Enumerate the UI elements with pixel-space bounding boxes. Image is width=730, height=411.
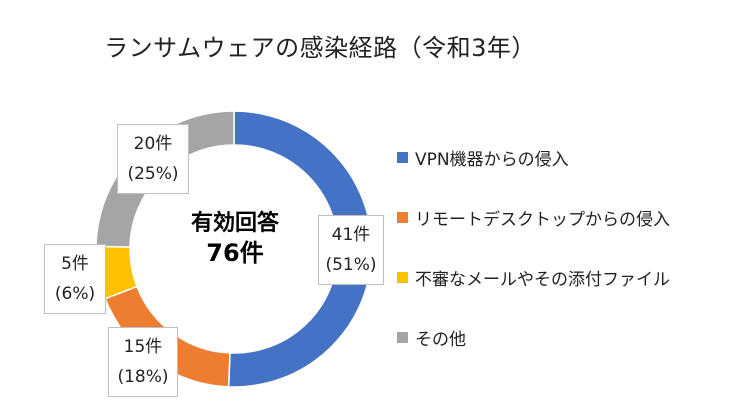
legend-item-remote-desktop: リモートデスクトップからの侵入 [397, 203, 727, 231]
data-label-vpn-percent: (51%) [325, 255, 377, 275]
data-label-other: 20件 (25%) [117, 124, 189, 194]
legend-item-email: 不審なメールやその添付ファイル [397, 263, 727, 291]
center-label-count: 76件 [206, 239, 264, 267]
slice-other [95, 110, 235, 248]
data-label-remote-desktop-percent: (18%) [117, 367, 169, 387]
legend-item-other: その他 [397, 323, 727, 351]
legend-swatch-vpn [397, 151, 408, 163]
legend-item-vpn: VPN機器からの侵入 [397, 143, 727, 171]
legend-swatch-other [397, 331, 408, 343]
chart-title: ランサムウェアの感染経路（令和3年） [104, 34, 536, 62]
data-label-other-percent: (25%) [127, 164, 179, 184]
slice-vpn [227, 110, 373, 388]
legend-label-vpn: VPN機器からの侵入 [415, 149, 569, 170]
legend-label-remote-desktop: リモートデスクトップからの侵入 [415, 209, 670, 230]
legend: VPN機器からの侵入 リモートデスクトップからの侵入 不審なメールやその添付ファ… [397, 143, 727, 383]
data-label-remote-desktop-value: 15件 [123, 337, 163, 357]
data-label-other-value: 20件 [133, 134, 173, 154]
data-label-email-value: 5件 [61, 254, 89, 274]
data-label-email-percent: (6%) [54, 284, 96, 304]
center-label: 有効回答 76件 [165, 210, 305, 268]
legend-label-other: その他 [415, 329, 466, 350]
center-label-title: 有効回答 [190, 211, 279, 236]
data-label-vpn: 41件 (51%) [318, 215, 384, 285]
legend-swatch-email [397, 271, 408, 283]
data-label-remote-desktop: 15件 (18%) [108, 327, 178, 397]
data-label-vpn-value: 41件 [331, 225, 371, 245]
legend-label-email: 不審なメールやその添付ファイル [415, 269, 670, 290]
data-label-email: 5件 (6%) [44, 244, 106, 314]
legend-swatch-remote-desktop [397, 211, 408, 223]
